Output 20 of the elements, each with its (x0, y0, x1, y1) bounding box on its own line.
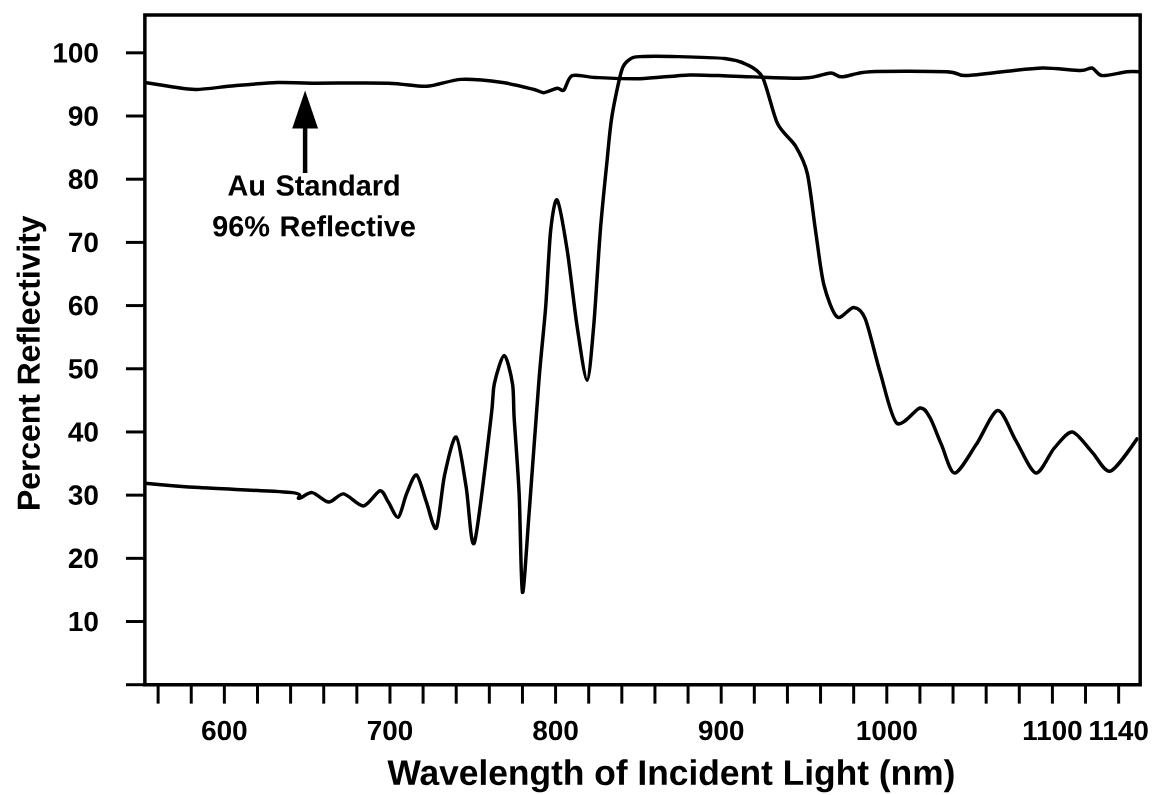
annotation: Au Standard 96% Reflective (213, 174, 415, 237)
y-tick-label: 80 (68, 169, 98, 189)
y-tick-label: 70 (69, 232, 98, 253)
x-tick-label: 600 (202, 720, 247, 741)
y-tick-label: 60 (68, 295, 98, 316)
y-axis-title: Percent Reflectivity (16, 215, 47, 509)
x-tick-label: 1100 (1023, 720, 1082, 741)
y-tick-label: 40 (68, 422, 98, 442)
y-tick-label: 90 (68, 106, 98, 126)
x-axis-title: Wavelength of Incident Light (nm) (387, 759, 954, 793)
x-tick-label: 1000 (857, 720, 917, 741)
x-tick-label: 700 (367, 720, 413, 741)
x-tick-label: 800 (533, 720, 578, 741)
x-tick-label: 900 (698, 720, 744, 741)
y-tick-label: 50 (68, 358, 98, 379)
y-tick-label: 20 (68, 548, 98, 569)
y-tick-label: 100 (54, 42, 98, 63)
y-tick-label: 10 (69, 611, 98, 632)
x-tick-label: 1140 (1090, 720, 1148, 741)
y-tick-label: 30 (68, 485, 98, 505)
